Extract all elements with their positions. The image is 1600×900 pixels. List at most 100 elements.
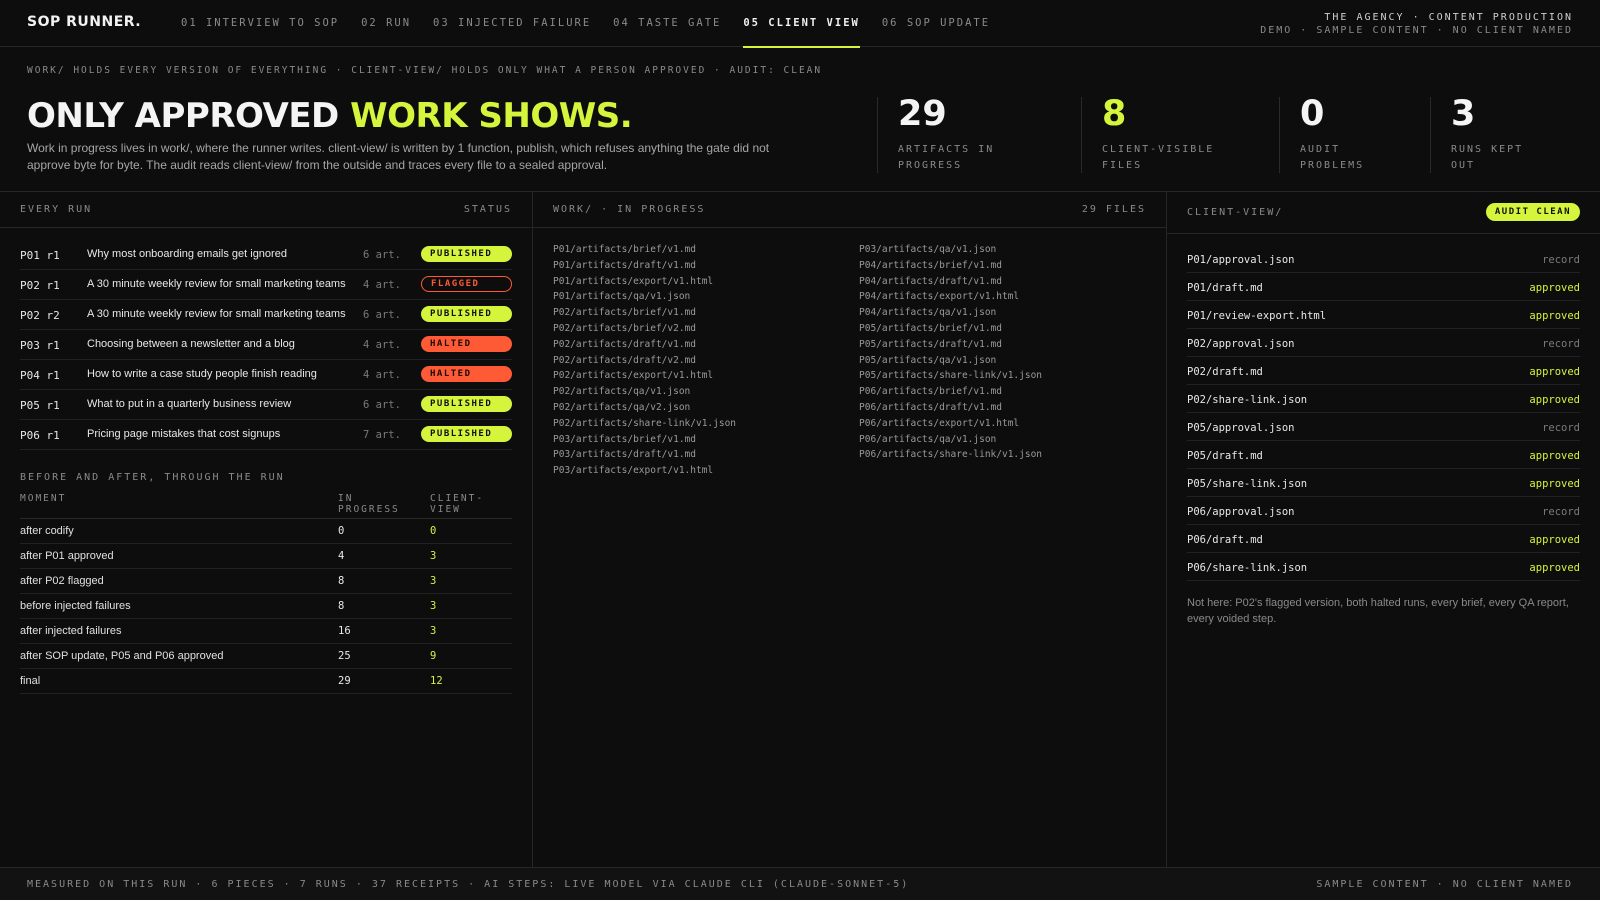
work-file-item[interactable]: P05/artifacts/qa/v1.json xyxy=(859,354,997,366)
work-column: WORK/ · IN PROGRESS 29 FILES P01/artifac… xyxy=(533,192,1167,867)
work-file-item[interactable]: P05/artifacts/share-link/v1.json xyxy=(859,370,1043,382)
work-file-item[interactable]: P01/artifacts/brief/v1.md xyxy=(553,244,696,255)
work-file-item[interactable]: P03/artifacts/qa/v1.json xyxy=(859,244,997,255)
runs-column: EVERY RUN STATUS P01 r1 Why most onboard… xyxy=(0,192,533,867)
nav-tab-sop-update[interactable]: 06 SOP UPDATE xyxy=(881,17,991,29)
moment: before injected failures xyxy=(20,600,131,612)
in-progress-count: 16 xyxy=(338,625,351,637)
nav-tab-interview-to-sop[interactable]: 01 INTERVIEW TO SOP xyxy=(181,17,340,29)
file-list-right: P03/artifacts/qa/v1.json P04/artifacts/br… xyxy=(859,242,1042,463)
work-file-item[interactable]: P06/artifacts/draft/v1.md xyxy=(859,401,1002,413)
client-file-state: record xyxy=(1542,506,1580,518)
client-file-name: P05/share-link.json xyxy=(1187,478,1308,490)
work-file-item[interactable]: P01/artifacts/qa/v1.json xyxy=(553,291,691,303)
work-file-item[interactable]: P06/artifacts/qa/v1.json xyxy=(859,433,997,445)
client-file-row[interactable]: P02/draft.md approved xyxy=(1187,357,1580,385)
work-file-item[interactable]: P01/artifacts/draft/v1.md xyxy=(553,259,696,271)
run-row[interactable]: P03 r1 Choosing between a newsletter and… xyxy=(20,330,512,360)
moment: after codify xyxy=(20,525,74,537)
run-row[interactable]: P05 r1 What to put in a quarterly busine… xyxy=(20,390,512,420)
client-file-row[interactable]: P05/approval.json record xyxy=(1187,413,1580,441)
nav-tab-taste-gate[interactable]: 04 TASTE GATE xyxy=(613,17,722,29)
moment: after SOP update, P05 and P06 approved xyxy=(20,650,224,662)
run-row[interactable]: P06 r1 Pricing page mistakes that cost s… xyxy=(20,420,512,450)
client-file-row[interactable]: P06/approval.json record xyxy=(1187,497,1580,525)
stat-audit-problems: 0 AUDIT PROBLEMS xyxy=(1279,97,1429,173)
footer-sample-notice: SAMPLE CONTENT · NO CLIENT NAMED xyxy=(1316,879,1573,890)
run-artifact-count: 4 art. xyxy=(363,339,401,351)
client-file-name: P06/approval.json xyxy=(1187,506,1295,518)
run-row[interactable]: P04 r1 How to write a case study people … xyxy=(20,360,512,390)
work-file-item[interactable]: P05/artifacts/draft/v1.md xyxy=(859,338,1002,350)
client-file-name: P01/review-export.html xyxy=(1187,310,1327,322)
in-progress-count: 8 xyxy=(338,575,345,587)
run-title: A 30 minute weekly review for small mark… xyxy=(87,278,346,290)
work-file-item[interactable]: P04/artifacts/draft/v1.md xyxy=(859,275,1002,287)
work-file-item[interactable]: P06/artifacts/export/v1.html xyxy=(859,417,1020,429)
demo-line: DEMO · SAMPLE CONTENT · NO CLIENT NAMED xyxy=(1260,25,1573,36)
table-row: before injected failures 8 3 xyxy=(20,594,512,619)
work-file-item[interactable]: P02/artifacts/brief/v1.md xyxy=(553,307,696,319)
client-file-row[interactable]: P05/draft.md approved xyxy=(1187,441,1580,469)
stat-value: 29 xyxy=(898,94,947,134)
client-view-count: 3 xyxy=(430,625,437,637)
work-file-item[interactable]: P04/artifacts/qa/v1.json xyxy=(859,307,997,319)
client-view-count: 3 xyxy=(430,600,437,612)
nav-tab-client-view[interactable]: 05 CLIENT VIEW xyxy=(743,0,860,48)
work-file-item[interactable]: P02/artifacts/qa/v2.json xyxy=(553,401,691,413)
work-file-item[interactable]: P03/artifacts/draft/v1.md xyxy=(553,449,696,461)
client-file-row[interactable]: P02/approval.json record xyxy=(1187,329,1580,357)
work-file-item[interactable]: P06/artifacts/share-link/v1.json xyxy=(859,449,1043,461)
client-file-row[interactable]: P05/share-link.json approved xyxy=(1187,469,1580,497)
client-file-row[interactable]: P01/review-export.html approved xyxy=(1187,301,1580,329)
work-header: WORK/ · IN PROGRESS 29 FILES xyxy=(533,192,1166,228)
run-artifact-count: 4 art. xyxy=(363,369,401,381)
client-file-row[interactable]: P06/share-link.json approved xyxy=(1187,553,1580,581)
run-title: Pricing page mistakes that cost signups xyxy=(87,428,281,440)
work-file-item[interactable]: P02/artifacts/share-link/v1.json xyxy=(553,417,737,429)
run-artifact-count: 6 art. xyxy=(363,309,401,321)
brand-logo[interactable]: SOP RUNNER. xyxy=(27,14,142,30)
client-view-count: 9 xyxy=(430,650,437,662)
work-file-item[interactable]: P04/artifacts/export/v1.html xyxy=(859,291,1020,303)
work-file-item[interactable]: P05/artifacts/brief/v1.md xyxy=(859,322,1002,334)
headline-white: ONLY APPROVED xyxy=(27,96,339,136)
hero-eyebrow: WORK/ HOLDS EVERY VERSION OF EVERYTHING … xyxy=(27,65,823,76)
before-after-header: MOMENT IN PROGRESS CLIENT-VIEW xyxy=(20,493,512,519)
work-file-item[interactable]: P02/artifacts/export/v1.html xyxy=(553,370,714,382)
nav-tab-run[interactable]: 02 RUN xyxy=(361,17,412,29)
run-id: P03 r1 xyxy=(20,339,60,352)
client-file-name: P06/draft.md xyxy=(1187,534,1263,546)
headline-accent: WORK SHOWS. xyxy=(350,96,633,136)
client-view-title: CLIENT-VIEW/ xyxy=(1187,207,1284,218)
in-progress-count: 29 xyxy=(338,675,351,687)
client-file-state: approved xyxy=(1529,366,1580,378)
work-file-item[interactable]: P02/artifacts/draft/v1.md xyxy=(553,338,696,350)
work-file-item[interactable]: P02/artifacts/qa/v1.json xyxy=(553,386,691,398)
run-id: P02 r1 xyxy=(20,279,60,292)
status-badge: HALTED xyxy=(421,336,512,352)
work-file-item[interactable]: P03/artifacts/brief/v1.md xyxy=(553,433,696,445)
work-file-item[interactable]: P06/artifacts/brief/v1.md xyxy=(859,386,1002,398)
work-file-item[interactable]: P02/artifacts/brief/v2.md xyxy=(553,322,696,334)
table-row: final 29 12 xyxy=(20,669,512,694)
run-artifact-count: 6 art. xyxy=(363,249,401,261)
work-file-item[interactable]: P01/artifacts/export/v1.html xyxy=(553,275,714,287)
run-row[interactable]: P02 r2 A 30 minute weekly review for sma… xyxy=(20,300,512,330)
run-row[interactable]: P01 r1 Why most onboarding emails get ig… xyxy=(20,240,512,270)
client-file-row[interactable]: P06/draft.md approved xyxy=(1187,525,1580,553)
client-file-name: P02/draft.md xyxy=(1187,366,1263,378)
client-file-row[interactable]: P01/approval.json record xyxy=(1187,245,1580,273)
nav-tab-injected-failure[interactable]: 03 INJECTED FAILURE xyxy=(433,17,592,29)
client-file-state: approved xyxy=(1529,534,1580,546)
work-file-item[interactable]: P02/artifacts/draft/v2.md xyxy=(553,354,696,366)
footer-measurements: MEASURED ON THIS RUN · 6 PIECES · 7 RUNS… xyxy=(27,879,910,890)
run-row[interactable]: P02 r1 A 30 minute weekly review for sma… xyxy=(20,270,512,300)
work-file-item[interactable]: P03/artifacts/export/v1.html xyxy=(553,465,714,477)
work-file-item[interactable]: P04/artifacts/brief/v1.md xyxy=(859,259,1002,271)
client-file-row[interactable]: P01/draft.md approved xyxy=(1187,273,1580,301)
in-progress-count: 8 xyxy=(338,600,345,612)
client-file-state: record xyxy=(1542,422,1580,434)
client-file-row[interactable]: P02/share-link.json approved xyxy=(1187,385,1580,413)
work-title: WORK/ · IN PROGRESS xyxy=(553,204,706,215)
